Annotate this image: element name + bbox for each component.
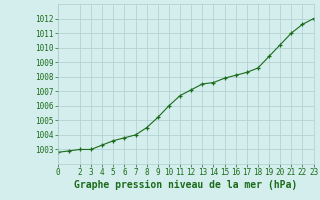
X-axis label: Graphe pression niveau de la mer (hPa): Graphe pression niveau de la mer (hPa) (74, 180, 297, 190)
